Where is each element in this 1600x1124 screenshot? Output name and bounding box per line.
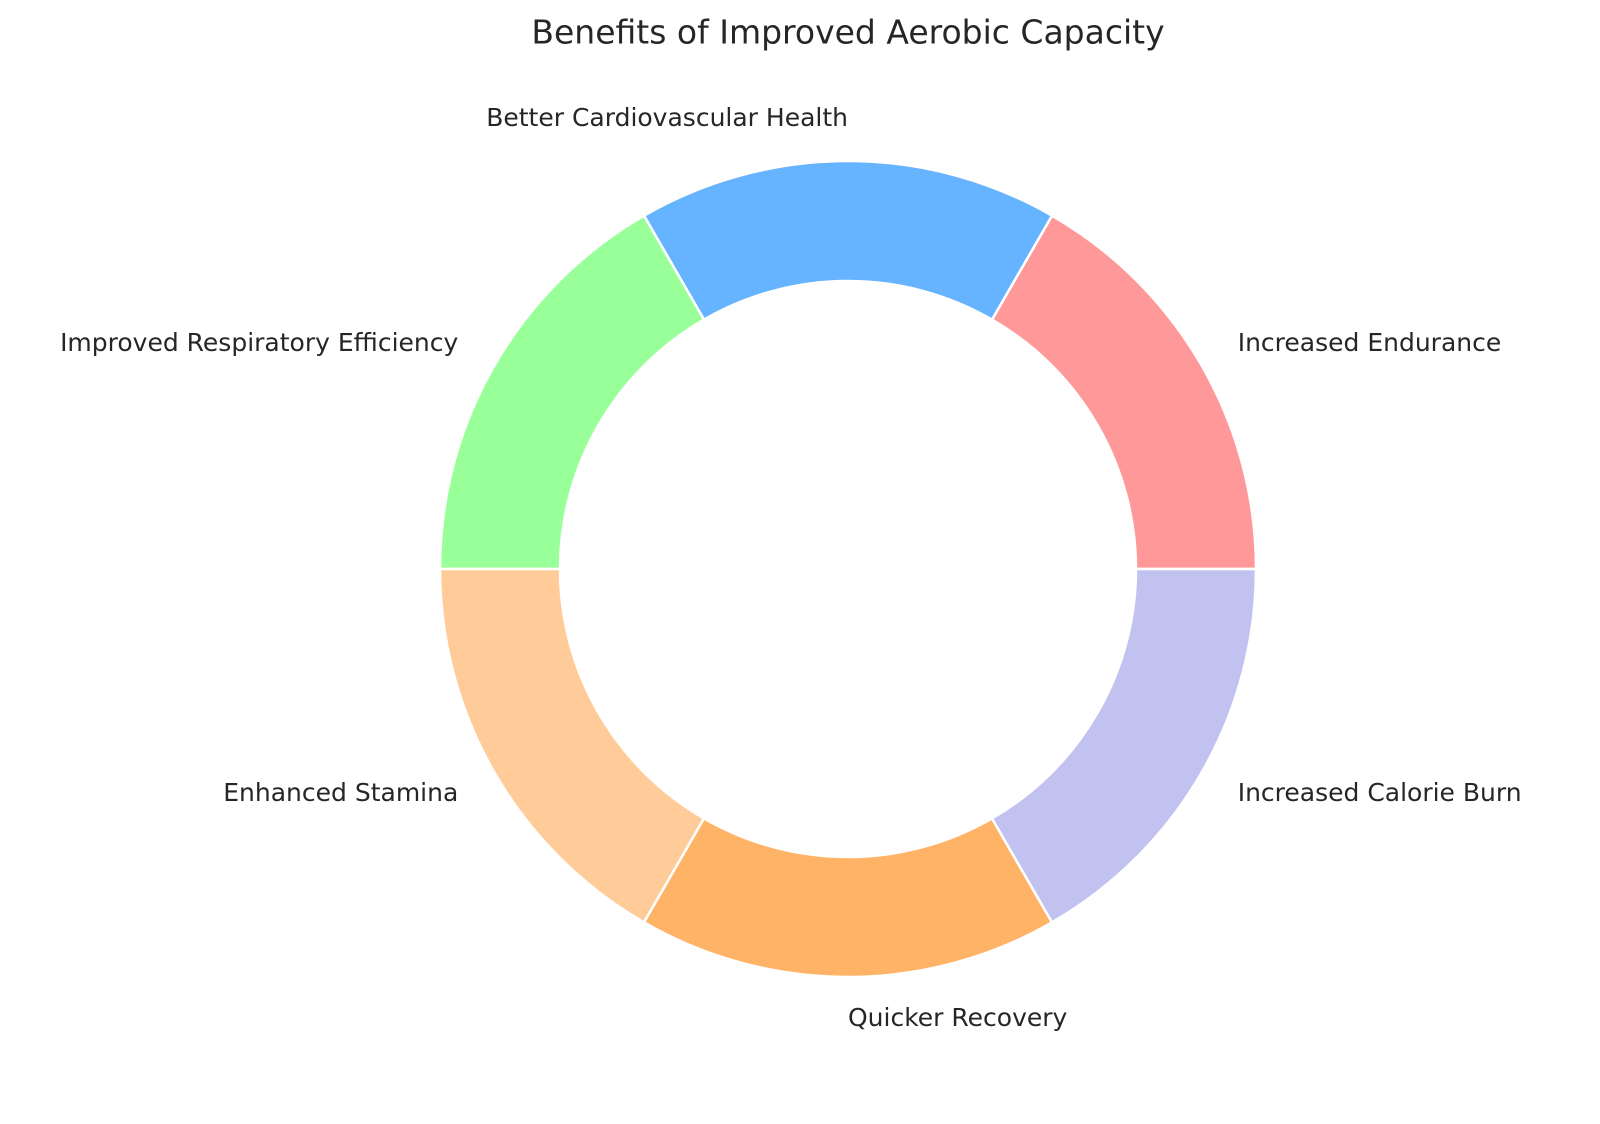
slice-label: Increased Endurance	[1238, 328, 1502, 357]
slice-label: Better Cardiovascular Health	[486, 103, 848, 132]
slice-label: Enhanced Stamina	[223, 778, 458, 807]
donut-slice	[642, 816, 1054, 979]
slice-label: Increased Calorie Burn	[1238, 778, 1522, 807]
slice-label: Improved Respiratory Efficiency	[60, 328, 458, 357]
donut-slice	[642, 159, 1054, 322]
donut-slice	[438, 213, 706, 571]
chart-title: Benefits of Improved Aerobic Capacity	[531, 13, 1164, 52]
donut-slice	[990, 213, 1258, 571]
slice-label: Quicker Recovery	[848, 1003, 1068, 1032]
donut-slice	[438, 567, 706, 925]
donut-slice	[990, 567, 1258, 925]
